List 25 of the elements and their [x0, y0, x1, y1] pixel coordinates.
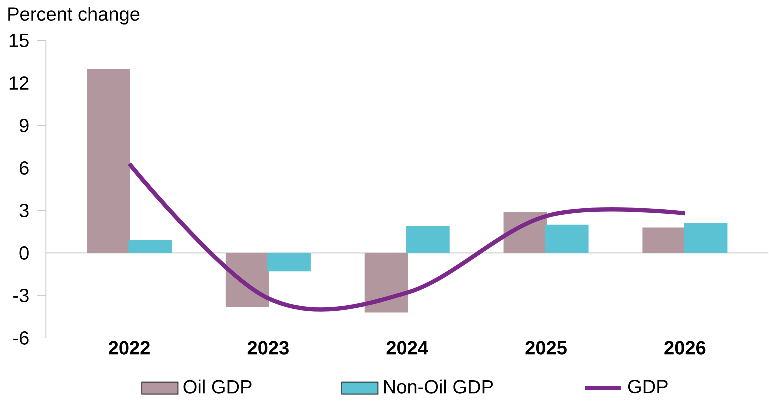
- y-tick-label: -6: [14, 331, 29, 345]
- bar: [642, 228, 686, 254]
- legend-label: Non-Oil GDP: [384, 380, 494, 394]
- x-tick-label: 2025: [526, 341, 567, 355]
- x-tick-label: 2024: [386, 341, 428, 355]
- bar: [684, 223, 728, 254]
- bar: [128, 240, 172, 254]
- y-axis-title: Percent change: [8, 6, 140, 25]
- bar: [545, 224, 589, 254]
- bar: [364, 253, 408, 313]
- legend-label: Oil GDP: [184, 380, 252, 394]
- bar: [87, 68, 130, 254]
- y-tick-label: 6: [20, 161, 29, 175]
- y-tick-label: 15: [10, 34, 29, 48]
- y-tick-label: 12: [10, 76, 29, 90]
- y-tick-label: 0: [20, 246, 29, 260]
- x-tick-label: 2026: [664, 341, 706, 355]
- x-tick-label: 2023: [248, 341, 289, 355]
- legend-label: GDP: [628, 380, 668, 394]
- y-tick-label: 3: [20, 204, 29, 218]
- bar: [268, 253, 311, 272]
- y-tick-label: -3: [14, 288, 29, 302]
- y-tick-label: 9: [20, 118, 29, 132]
- x-tick-label: 2022: [108, 341, 150, 355]
- bar: [406, 226, 450, 254]
